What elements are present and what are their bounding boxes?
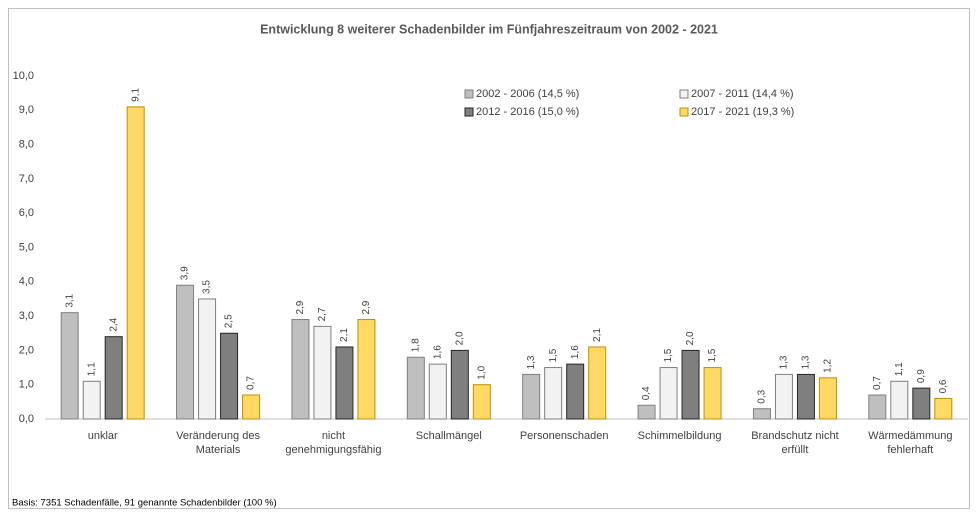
value-label: 2,1 <box>339 328 350 342</box>
bar <box>588 346 607 420</box>
y-tick-label: 6,0 <box>19 207 34 219</box>
bar <box>450 349 469 420</box>
value-label: 1,5 <box>707 348 718 362</box>
y-tick-label: 7,0 <box>19 173 34 185</box>
y-tick-label: 3,0 <box>19 310 34 322</box>
chart-border <box>8 8 970 509</box>
value-label: 3,1 <box>64 293 75 307</box>
x-tick-label: nicht genehmigungsfähig <box>285 430 381 456</box>
y-tick-label: 4,0 <box>19 276 34 288</box>
bar <box>934 397 953 420</box>
bar <box>357 319 376 420</box>
bar <box>291 319 310 420</box>
value-label: 2,9 <box>295 300 306 314</box>
bar <box>406 356 425 420</box>
bar <box>104 336 123 420</box>
value-label: 1,6 <box>432 345 443 359</box>
value-label: 2,0 <box>685 331 696 345</box>
bar <box>890 380 909 420</box>
x-tick-label: Wärmedämmung fehlerhaft <box>868 430 952 456</box>
value-label: 1,3 <box>801 355 812 369</box>
footnote: Basis: 7351 Schadenfälle, 91 genannte Sc… <box>12 498 277 509</box>
bar <box>176 284 195 420</box>
bar <box>912 387 931 420</box>
bar <box>472 384 491 420</box>
value-label: 1,5 <box>548 348 559 362</box>
value-label: 2,9 <box>361 300 372 314</box>
legend-swatch <box>464 107 474 117</box>
x-tick-label: unklar <box>88 430 118 442</box>
x-tick-label: Schimmelbildung <box>638 430 722 442</box>
legend-swatch <box>679 107 689 117</box>
y-tick-label: 10,0 <box>13 70 34 82</box>
value-label: 0,4 <box>641 386 652 400</box>
x-tick-label: Schallmängel <box>416 430 482 442</box>
bar <box>659 367 678 420</box>
value-label: 0,9 <box>916 369 927 383</box>
value-label: 1,8 <box>410 338 421 352</box>
bar <box>818 377 837 420</box>
y-tick-label: 5,0 <box>19 241 34 253</box>
value-label: 0,6 <box>938 379 949 393</box>
y-tick-label: 8,0 <box>19 139 34 151</box>
bar <box>522 373 541 420</box>
bar <box>566 363 585 420</box>
value-label: 1,6 <box>570 345 581 359</box>
value-label: 1,1 <box>894 362 905 376</box>
x-tick-label: Veränderung des Materials <box>176 430 260 456</box>
bar <box>703 367 722 420</box>
bar <box>220 332 239 420</box>
value-label: 1,1 <box>86 362 97 376</box>
value-label: 1,3 <box>779 355 790 369</box>
x-tick-label: Brandschutz nicht erfüllt <box>751 430 838 456</box>
y-tick-label: 0,0 <box>19 413 34 425</box>
bar <box>796 373 815 420</box>
value-label: 0,7 <box>872 376 883 390</box>
value-label: 2,4 <box>108 317 119 331</box>
legend-label: 2017 - 2021 (19,3 %) <box>691 106 794 118</box>
bar <box>681 349 700 420</box>
bar <box>242 394 261 420</box>
value-label: 1,0 <box>476 365 487 379</box>
bar <box>82 380 101 420</box>
y-tick-label: 1,0 <box>19 379 34 391</box>
bar <box>198 298 217 420</box>
value-label: 2,5 <box>224 314 235 328</box>
bar <box>637 404 656 420</box>
y-tick-label: 2,0 <box>19 344 34 356</box>
value-label: 9,1 <box>130 88 141 102</box>
legend-label: 2002 - 2006 (14,5 %) <box>476 88 579 100</box>
value-label: 2,1 <box>592 328 603 342</box>
value-label: 2,7 <box>317 307 328 321</box>
legend-label: 2012 - 2016 (15,0 %) <box>476 106 579 118</box>
bar <box>774 373 793 420</box>
legend-swatch <box>464 89 474 99</box>
bar <box>60 312 79 420</box>
value-label: 3,9 <box>180 266 191 280</box>
bar <box>868 394 887 420</box>
y-tick-label: 9,0 <box>19 104 34 116</box>
bar <box>428 363 447 420</box>
bar <box>752 408 771 420</box>
value-label: 1,3 <box>526 355 537 369</box>
bar <box>544 367 563 420</box>
chart-title: Entwicklung 8 weiterer Schadenbilder im … <box>260 22 718 36</box>
bar <box>313 325 332 420</box>
bar <box>335 346 354 420</box>
value-label: 3,5 <box>202 280 213 294</box>
x-tick-label: Personenschaden <box>520 430 609 442</box>
legend-label: 2007 - 2011 (14,4 %) <box>691 88 794 100</box>
value-label: 2,0 <box>454 331 465 345</box>
value-label: 0,7 <box>246 376 257 390</box>
value-label: 0,3 <box>757 389 768 403</box>
legend-swatch <box>679 89 689 99</box>
bar <box>126 106 145 420</box>
value-label: 1,2 <box>823 359 834 373</box>
value-label: 1,5 <box>663 348 674 362</box>
